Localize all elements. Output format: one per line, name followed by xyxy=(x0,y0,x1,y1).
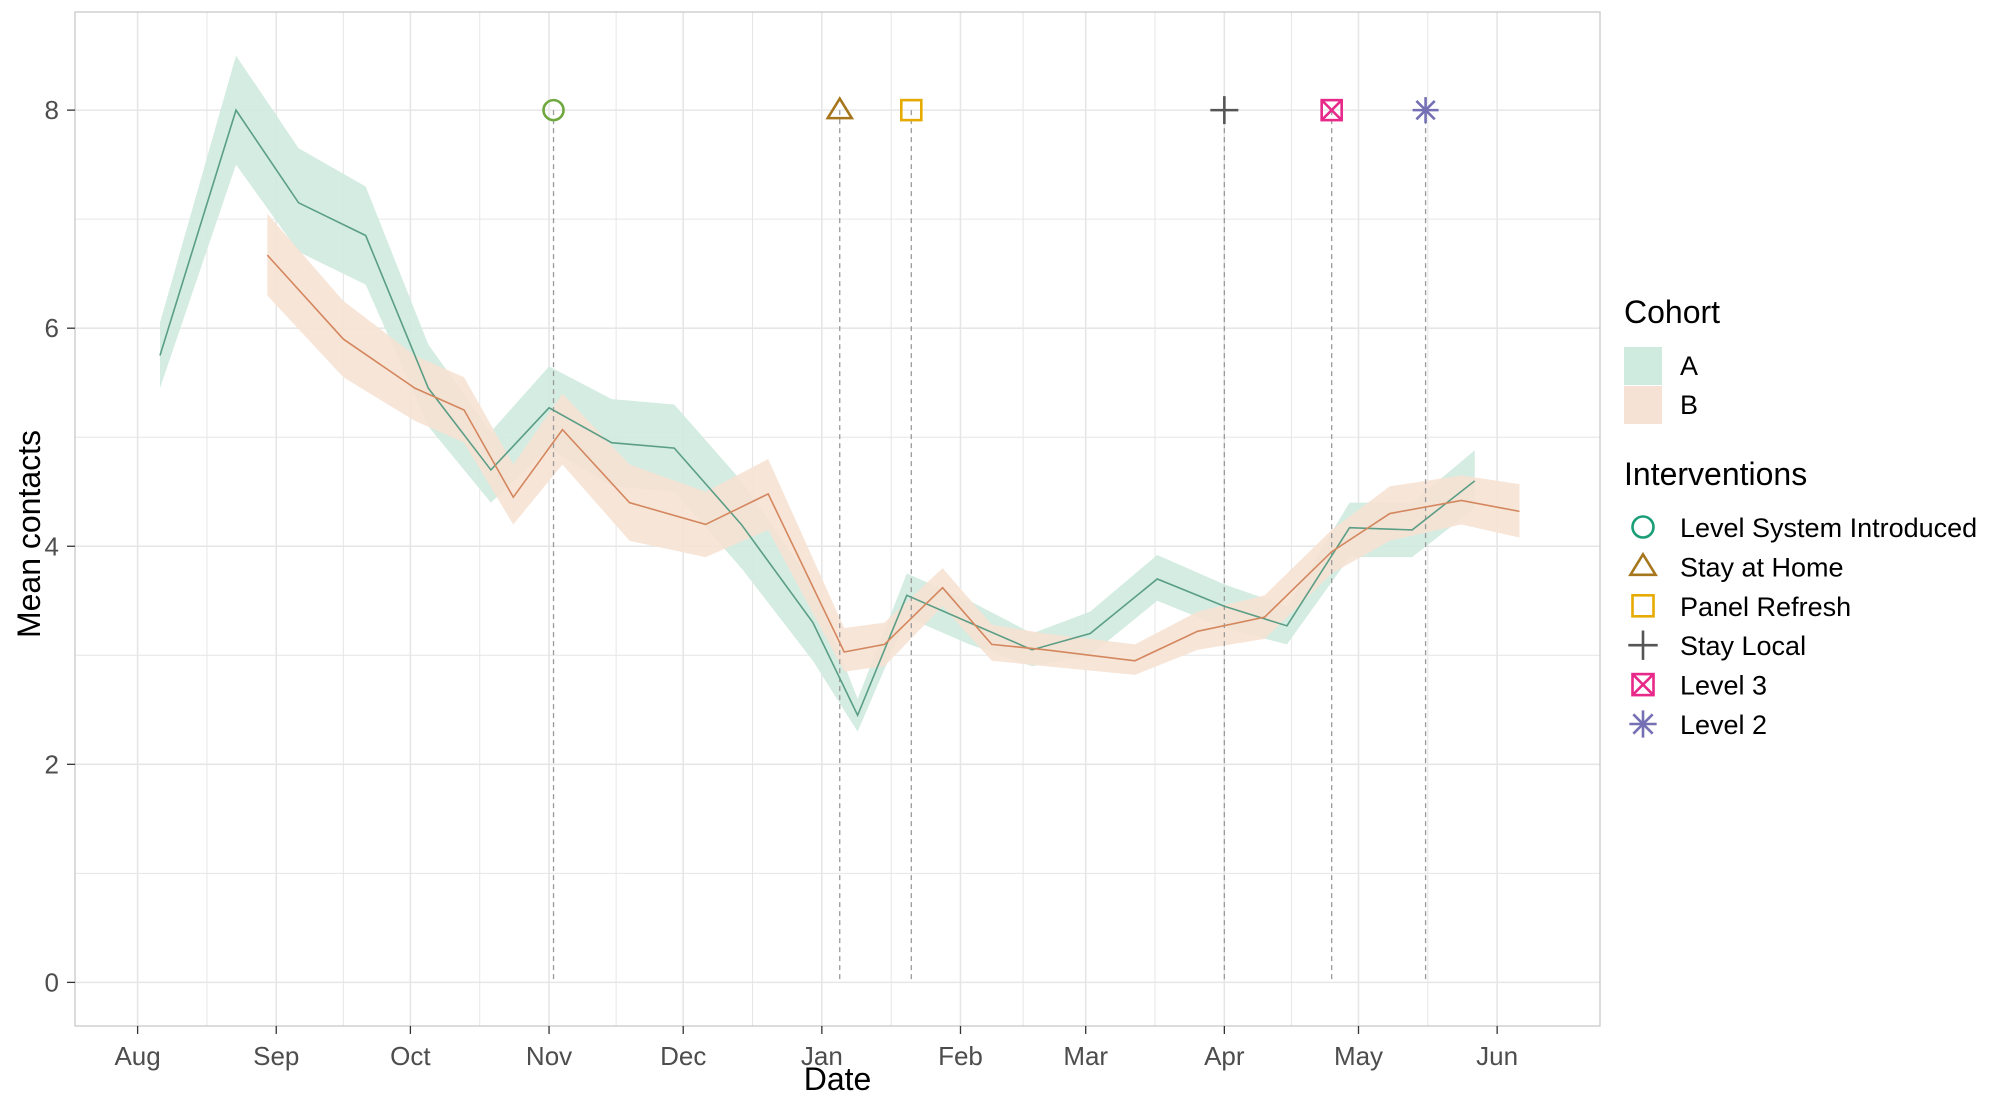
y-tick-label: 0 xyxy=(45,967,59,997)
intervention-marker xyxy=(899,98,923,122)
legend-key-A xyxy=(1624,347,1662,385)
intervention-marker xyxy=(1412,97,1439,124)
y-tick-label: 2 xyxy=(45,749,59,779)
legend-interventions-title: Interventions xyxy=(1624,456,1807,492)
legend-key-intervention xyxy=(1631,515,1655,539)
series-lines xyxy=(159,108,1520,718)
legend-label-A: A xyxy=(1680,351,1698,381)
x-tick-label: Dec xyxy=(660,1041,706,1071)
x-axis-title: Date xyxy=(804,1061,872,1097)
legend-label-B: B xyxy=(1680,390,1698,420)
legend-items: AB Level System Introduced Stay at Home Pan… xyxy=(1624,347,1977,740)
x-tick-label: Mar xyxy=(1063,1041,1108,1071)
legend-label-intervention: Panel Refresh xyxy=(1680,592,1851,622)
legend-key-intervention xyxy=(1628,630,1658,660)
x-tick-label: Nov xyxy=(526,1041,572,1071)
legend-label-intervention: Level System Introduced xyxy=(1680,513,1977,543)
legend-label-intervention: Stay at Home xyxy=(1680,552,1844,582)
intervention-lines xyxy=(552,110,1427,983)
x-tick-label: Jan xyxy=(801,1041,843,1071)
legend-key-intervention xyxy=(1628,551,1658,577)
legend-key-intervention xyxy=(1631,593,1655,618)
y-tick-label: 6 xyxy=(45,313,59,343)
line-A xyxy=(159,108,1476,718)
x-tick-label: Oct xyxy=(390,1041,431,1071)
intervention-marker xyxy=(1320,98,1343,122)
legend-label-intervention: Stay Local xyxy=(1680,631,1806,661)
x-tick-label: May xyxy=(1334,1041,1383,1071)
x-axis-ticks: Aug Sep Oct Nov Dec Jan Feb Mar Apr May Jun xyxy=(114,1026,1518,1071)
legend-key-B xyxy=(1624,386,1662,424)
y-tick-label: 4 xyxy=(45,531,59,561)
x-tick-label: Jun xyxy=(1476,1041,1518,1071)
intervention-marker xyxy=(825,96,855,120)
legend-label-intervention: Level 3 xyxy=(1680,671,1767,701)
x-tick-label: Apr xyxy=(1204,1041,1245,1071)
legend-key-intervention xyxy=(1631,672,1655,697)
intervention-marker xyxy=(1210,96,1239,125)
plot-panel-border xyxy=(74,11,1601,1027)
legend-cohort-title: Cohort xyxy=(1624,294,1720,330)
x-tick-label: Feb xyxy=(938,1041,983,1071)
y-tick-label: 8 xyxy=(45,95,59,125)
legend-key-intervention xyxy=(1629,710,1657,738)
intervention-markers xyxy=(542,96,1439,125)
legend: Cohort Interventions AB Level System Intr… xyxy=(1624,294,1977,740)
x-tick-label: Sep xyxy=(253,1041,299,1071)
x-tick-label: Aug xyxy=(114,1041,160,1071)
y-axis-ticks: 0 2 4 6 8 xyxy=(45,95,75,997)
intervention-marker xyxy=(542,98,565,122)
line-B xyxy=(266,254,1520,662)
y-axis-title: Mean contacts xyxy=(11,430,47,638)
legend-label-intervention: Level 2 xyxy=(1680,710,1767,740)
